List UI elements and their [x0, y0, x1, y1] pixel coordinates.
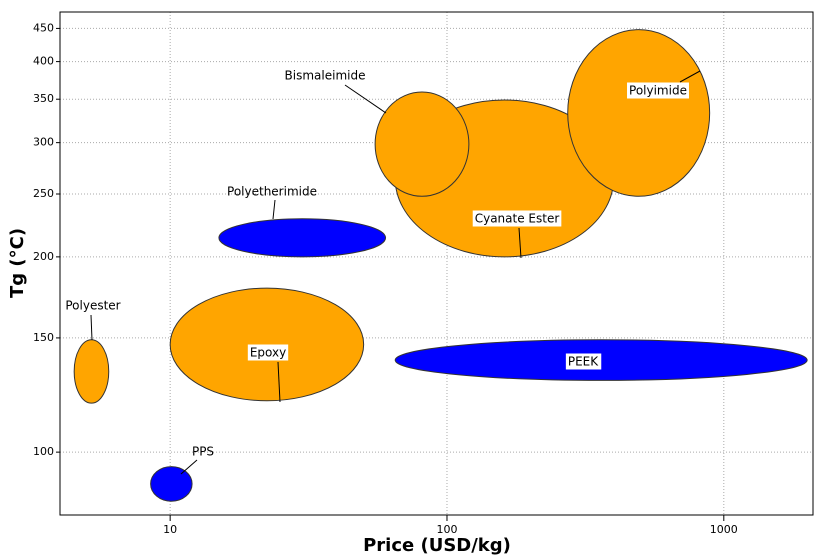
label-group: Polyester — [65, 299, 120, 313]
y-axis-title: Tg (°C) — [7, 228, 28, 298]
material-label: PPS — [192, 445, 214, 459]
material-label: Polyimide — [629, 84, 687, 98]
label-group: Epoxy — [247, 344, 289, 361]
material-label: Epoxy — [250, 346, 286, 360]
x-tick-label: 100 — [436, 523, 457, 536]
label-box — [627, 82, 689, 99]
label-group: Polyimide — [627, 82, 689, 99]
material-region — [218, 218, 387, 258]
material-region — [374, 91, 470, 197]
leader-line — [679, 70, 701, 83]
leader-line — [272, 199, 276, 220]
plot-frame — [59, 11, 814, 516]
material-region — [169, 287, 365, 402]
x-tick-label: 1000 — [710, 523, 738, 536]
label-group: Cyanate Ester — [472, 210, 562, 227]
leader-line — [344, 84, 387, 114]
material-label: Cyanate Ester — [475, 212, 560, 226]
y-tick-label: 300 — [33, 136, 54, 149]
material-label: Bismaleimide — [285, 69, 366, 83]
label-group: PEEK — [565, 353, 602, 370]
x-axis-title: Price (USD/kg) — [363, 535, 511, 556]
y-tick-label: 100 — [33, 445, 54, 458]
label-group: PPS — [192, 445, 214, 459]
label-group: Polyetherimide — [227, 185, 317, 199]
y-tick-label: 350 — [33, 92, 54, 105]
y-tick-label: 400 — [33, 55, 54, 68]
leader-line — [180, 459, 198, 475]
material-region — [567, 29, 711, 197]
material-region — [73, 339, 110, 404]
label-group: Bismaleimide — [285, 69, 366, 83]
label-box — [565, 353, 602, 370]
y-tick-label: 200 — [33, 250, 54, 263]
material-label: Polyester — [65, 299, 120, 313]
material-label: Polyetherimide — [227, 185, 317, 199]
leader-line — [90, 314, 93, 341]
leader-line — [277, 361, 281, 403]
leader-line — [518, 227, 522, 259]
material-label: PEEK — [568, 355, 599, 369]
y-tick-label: 150 — [33, 331, 54, 344]
label-box — [247, 344, 289, 361]
y-tick-label: 250 — [33, 187, 54, 200]
label-box — [472, 210, 562, 227]
y-tick-label: 450 — [33, 21, 54, 34]
x-tick-label: 10 — [163, 523, 177, 536]
material-region — [150, 466, 193, 502]
